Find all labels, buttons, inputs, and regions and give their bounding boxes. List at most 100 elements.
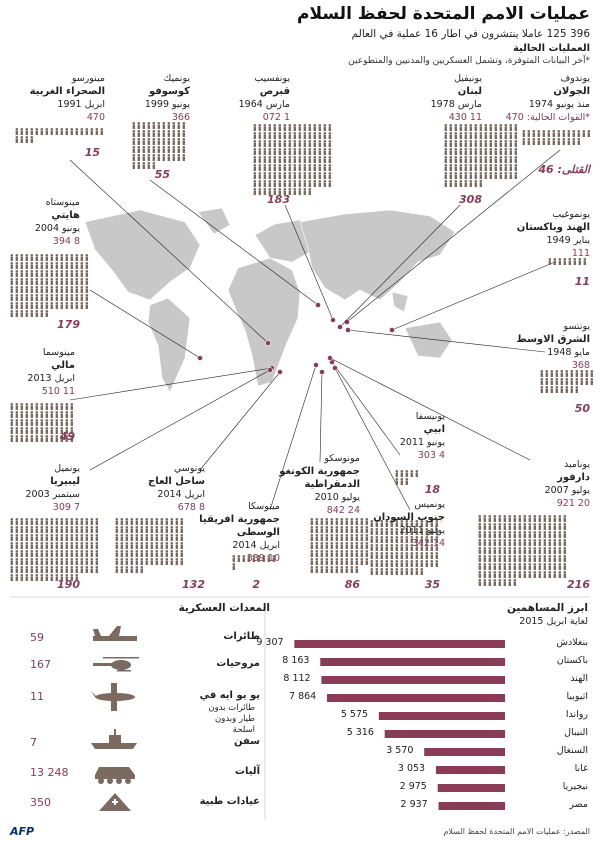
contributor-bar [378,712,505,720]
soldier-icon [90,130,93,135]
fatalities-unmiss: 35 [424,578,440,591]
soldier-icon [263,164,267,167]
soldier-icon [50,534,54,537]
soldier-icon [494,172,498,175]
soldier-icon [170,528,173,533]
soldier-icon [484,134,487,139]
soldier-icon [315,542,319,545]
soldier-icon [253,164,257,167]
soldier-icon [25,286,29,289]
soldier-icon [278,174,281,179]
soldier-icon [380,528,384,531]
soldier-icon [479,164,483,167]
mission-location: دارفور [557,472,590,483]
soldier-icon [30,136,34,139]
soldier-icon [65,536,68,541]
soldier-icon [563,547,567,550]
soldier-icon [10,405,13,410]
soldier-icon [25,130,28,135]
soldier-icon [162,122,166,125]
soldier-icon [263,134,266,139]
soldier-icon [278,166,281,171]
soldier-icon [325,568,328,573]
soldier-icon [75,128,79,131]
contributor-label: باكستان [556,655,588,666]
soldier-icon [532,130,536,133]
soldier-icon [538,515,542,518]
soldier-icon [380,530,383,535]
soldier-icon [540,380,543,385]
soldier-icon [558,523,562,526]
soldier-icon [170,544,173,549]
soldier-icon [513,515,517,518]
soldier-icon [247,557,250,562]
soldier-icon [140,552,143,557]
soldier-icon [70,294,74,297]
contributor-value: 7 864 [289,691,317,702]
soldier-icon [488,539,492,542]
soldier-icon [315,568,318,573]
soldier-icon [40,558,44,561]
soldier-icon [170,526,174,529]
soldier-icon [10,403,14,406]
soldier-icon [435,554,438,559]
soldier-icon [308,182,311,187]
soldier-icon [65,435,69,438]
mission-unficyp: يونفسيب قبرص مارس 1964 1 072 [210,72,290,124]
soldier-icon [518,541,521,546]
soldier-icon [303,158,306,163]
soldier-icon [60,419,64,422]
soldier-icon [263,174,266,179]
soldier-icon [273,148,277,151]
soldier-icon [557,130,561,133]
soldier-icon [528,555,532,558]
soldier-icon [380,554,383,559]
soldier-icon [147,132,150,137]
soldier-icon [50,280,53,285]
soldier-icon [488,531,492,534]
soldier-icon [75,130,78,135]
soldier-icon [137,146,141,149]
soldier-icon [509,166,512,171]
soldier-icon [90,544,93,549]
soldier-icon [557,132,560,137]
soldier-icon [509,164,513,167]
soldier-icon [405,562,408,567]
soldier-icon [478,549,481,554]
soldier-icon [459,156,463,159]
soldier-icon [504,174,507,179]
soldier-icon [288,156,292,159]
mission-date: يناير 1949 [546,235,591,246]
soldier-icon [70,558,74,561]
soldier-icon [325,536,328,541]
equipment-title: المعدات العسكرية [178,602,270,614]
soldier-icon [590,370,594,373]
soldier-icon [484,166,487,171]
soldier-icon [60,130,63,135]
soldier-icon [523,557,526,562]
soldier-icon [55,526,59,529]
soldier-icon [318,166,321,171]
fatalities-minusma: 49 [59,430,75,443]
soldier-icon [449,140,453,143]
soldier-icon [355,560,358,565]
soldier-icon [65,262,69,265]
page-subtitle: 396 125 عاملا ينتشرون في اطار 16 عملية ف… [351,28,590,40]
soldier-icon [522,130,526,133]
soldier-icon [40,526,44,529]
soldier-icon [435,546,438,551]
soldier-icon [474,124,478,127]
soldier-icon [137,140,140,145]
soldier-icon [10,421,13,426]
soldier-icon [350,552,353,557]
mission-date: يونيو 1999 [144,99,190,110]
mission-total: 11 430 [448,112,482,123]
soldier-icon [370,536,374,539]
soldier-icon [283,166,286,171]
soldier-icon [335,558,339,561]
soldier-icon [70,278,74,281]
soldier-icon [20,544,23,549]
soldier-icon [345,560,348,565]
soldier-icon [330,534,334,537]
soldier-icon [577,132,580,137]
